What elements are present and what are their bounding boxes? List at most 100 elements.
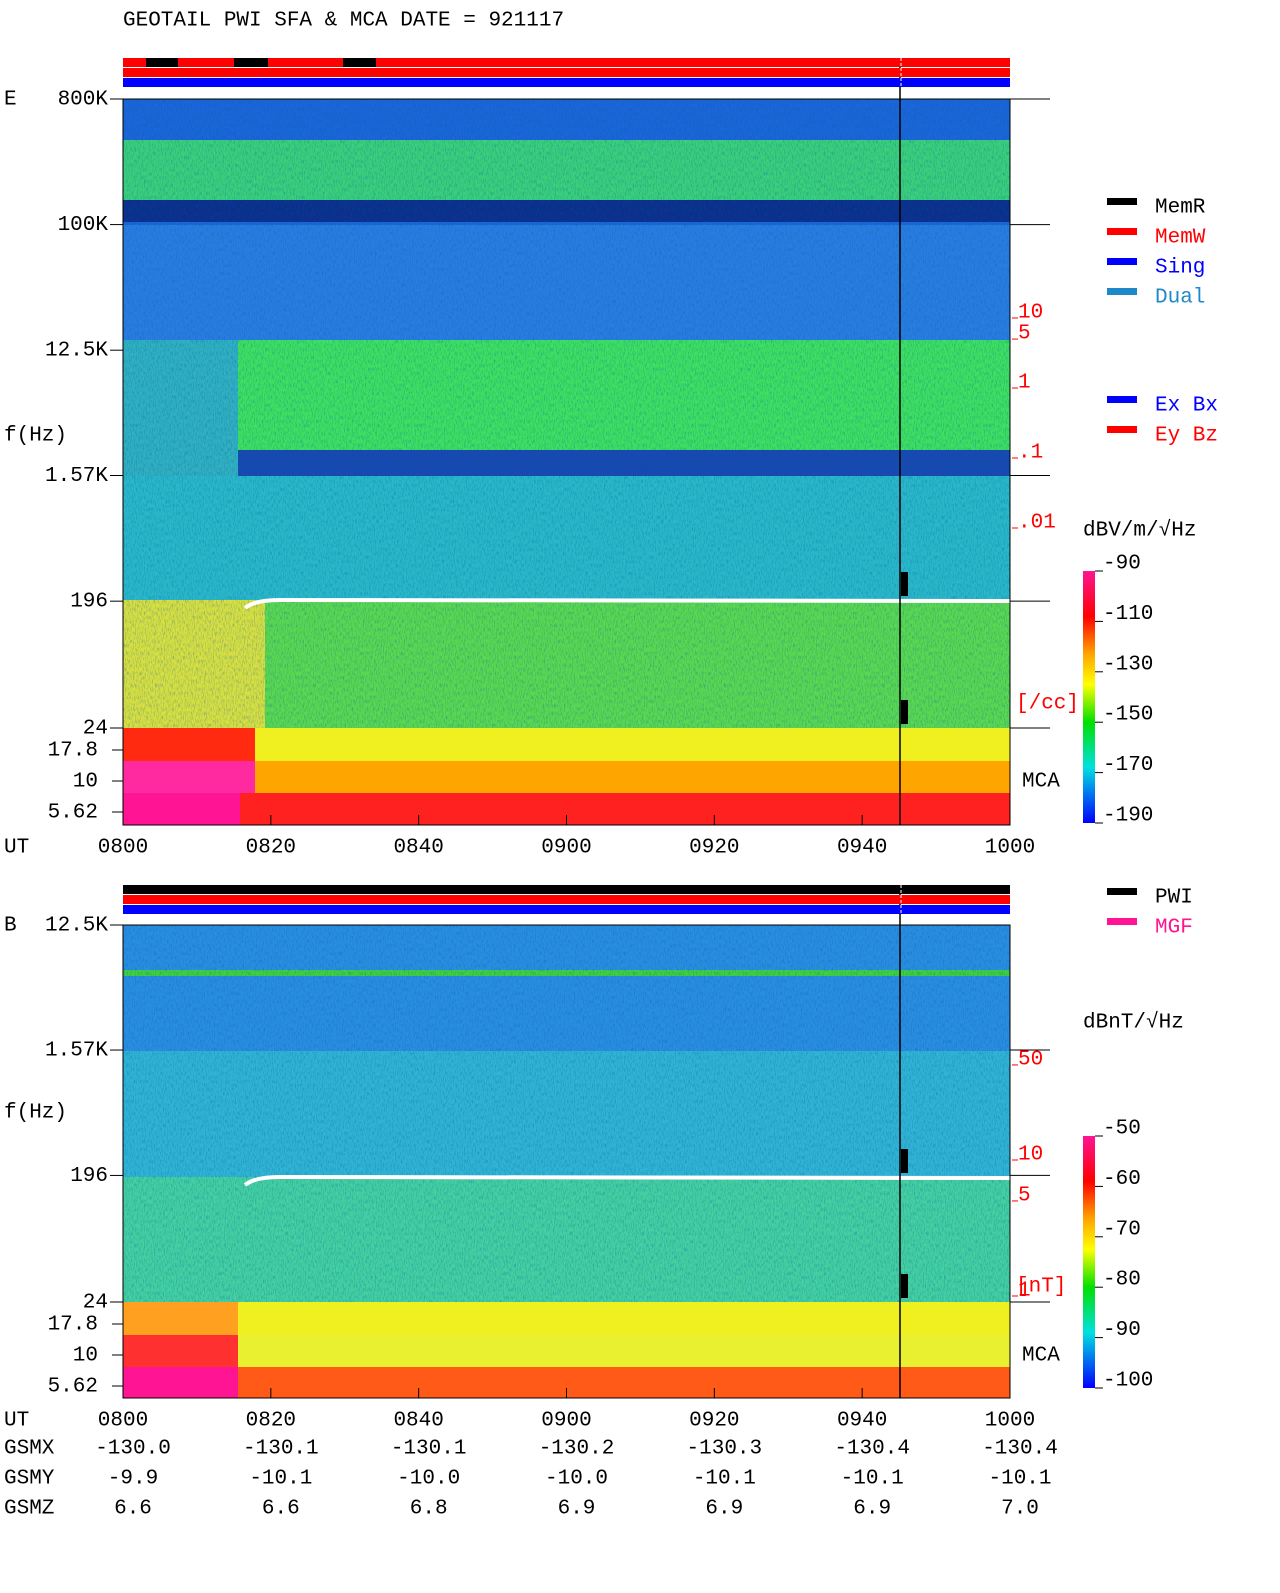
status-bar <box>123 895 1010 904</box>
ephemeris-value: 6.9 <box>853 1498 891 1521</box>
panel-label: E <box>4 89 17 112</box>
status-bar <box>123 78 1010 87</box>
ephemeris-value: 6.9 <box>705 1498 743 1521</box>
y-tick-label: 1.57K <box>45 465 108 488</box>
x-tick-label: 0840 <box>393 837 443 860</box>
density-tick-label: 10 <box>1018 1144 1043 1167</box>
ephemeris-value: -10.1 <box>249 1468 312 1491</box>
legend-swatch <box>1107 258 1137 265</box>
status-segment <box>234 58 268 67</box>
colorbar-tick-label: -60 <box>1103 1168 1141 1191</box>
ephemeris-value: 7.0 <box>1001 1498 1039 1521</box>
ephemeris-value: 6.6 <box>262 1498 300 1521</box>
ephemeris-label: GSMX <box>4 1438 55 1461</box>
x-tick-label: 0820 <box>246 837 296 860</box>
density-tick-label: 5 <box>1018 1184 1031 1207</box>
mca-tick-label: 17.8 <box>48 740 98 763</box>
y-tick-label: 196 <box>70 1165 108 1188</box>
legend-swatch <box>1107 288 1137 295</box>
x-tick-label: 1000 <box>985 837 1035 860</box>
y-tick-label: 24 <box>83 718 108 741</box>
colorbar-tick-label: -90 <box>1103 1319 1141 1342</box>
colorbar-tick-label: -50 <box>1103 1118 1141 1141</box>
ephemeris-value: -130.2 <box>539 1438 615 1461</box>
x-tick-label: 0900 <box>541 837 591 860</box>
spectrogram-band <box>123 1302 238 1335</box>
status-bar <box>123 68 1010 77</box>
x-tick-label: 0840 <box>393 1410 443 1433</box>
spectrogram-band <box>123 1302 1010 1335</box>
density-unit: [nT] <box>1016 1276 1066 1299</box>
marker <box>901 572 908 596</box>
ephemeris-value: -10.1 <box>841 1468 904 1491</box>
mca-tick-label: 10 <box>73 1345 98 1368</box>
ephemeris-value: 6.6 <box>114 1498 152 1521</box>
ephemeris-value: -130.3 <box>687 1438 763 1461</box>
x-tick-label: 0900 <box>541 1410 591 1433</box>
ephemeris-label: GSMZ <box>4 1498 54 1521</box>
x-tick-label: 0940 <box>837 1410 887 1433</box>
colorbar-label: dBnT/√Hz <box>1083 1011 1184 1035</box>
spectrogram-band <box>123 1335 238 1367</box>
colorbar-tick-label: -70 <box>1103 1218 1141 1241</box>
x-axis-label: UT <box>4 837 29 860</box>
y-tick-label: 12.5K <box>45 915 108 938</box>
ephemeris-value: -10.1 <box>988 1468 1051 1491</box>
density-tick-label: 5 <box>1018 323 1031 346</box>
ephemeris-value: -130.1 <box>243 1438 319 1461</box>
mca-label: MCA <box>1022 1345 1060 1368</box>
x-axis-label: UT <box>4 1410 29 1433</box>
y-axis-label: f(Hz) <box>4 425 67 448</box>
colorbar-tick-label: -100 <box>1103 1370 1153 1393</box>
y-axis-label: f(Hz) <box>4 1102 67 1125</box>
colorbar-tick-label: -110 <box>1103 603 1153 626</box>
density-tick-label: 1 <box>1018 1280 1031 1303</box>
mca-tick-label: 10 <box>73 771 98 794</box>
legend-label: Dual <box>1155 287 1205 310</box>
ephemeris-value: -10.0 <box>397 1468 460 1491</box>
spectrogram-noise <box>123 99 1010 728</box>
colorbar-tick-label: -80 <box>1103 1269 1141 1292</box>
x-tick-label: 0920 <box>689 1410 739 1433</box>
density-unit: [/cc] <box>1016 693 1079 716</box>
spectrogram-band <box>123 761 255 793</box>
x-tick-label: 0820 <box>246 1410 296 1433</box>
colorbar-tick-label: -190 <box>1103 805 1153 828</box>
marker <box>901 700 908 724</box>
colorbar-tick-label: -130 <box>1103 653 1153 676</box>
density-tick-label: 50 <box>1018 1048 1043 1071</box>
y-tick-label: 12.5K <box>45 340 108 363</box>
legend-label: Ey Bz <box>1155 425 1218 448</box>
y-tick-label: 100K <box>58 214 109 237</box>
ephemeris-value: -10.1 <box>693 1468 756 1491</box>
spectrogram-noise <box>123 925 1010 1302</box>
ephemeris-value: 6.8 <box>410 1498 448 1521</box>
density-tick-label: .1 <box>1018 442 1043 465</box>
legend-label: MGF <box>1155 917 1193 940</box>
ephemeris-value: -130.1 <box>391 1438 467 1461</box>
colorbar-tick-label: -150 <box>1103 704 1153 727</box>
density-tick-label: .01 <box>1018 512 1056 535</box>
legend-label: MemR <box>1155 197 1206 220</box>
x-tick-label: 0800 <box>98 837 148 860</box>
colorbar-label: dBV/m/√Hz <box>1083 519 1196 543</box>
legend-label: PWI <box>1155 887 1193 910</box>
colorbar-tick-label: -170 <box>1103 754 1153 777</box>
legend-swatch <box>1107 426 1137 433</box>
status-bar <box>123 885 1010 894</box>
plasma-line <box>243 597 1011 610</box>
ephemeris-value: -130.0 <box>95 1438 171 1461</box>
ephemeris-value: -130.4 <box>834 1438 910 1461</box>
density-tick-label: 10 <box>1018 302 1043 325</box>
ephemeris-value: -130.4 <box>982 1438 1058 1461</box>
y-tick-label: 800K <box>58 89 109 112</box>
x-tick-label: 0800 <box>98 1410 148 1433</box>
legend-swatch <box>1107 198 1137 205</box>
figure-title: GEOTAIL PWI SFA & MCA DATE = 921117 <box>123 10 564 33</box>
y-tick-label: 24 <box>83 1292 108 1315</box>
marker <box>901 1149 908 1173</box>
density-tick-label: 1 <box>1018 372 1031 395</box>
colorbar-tick-label: -90 <box>1103 553 1141 576</box>
spectrogram-band <box>123 761 1010 793</box>
